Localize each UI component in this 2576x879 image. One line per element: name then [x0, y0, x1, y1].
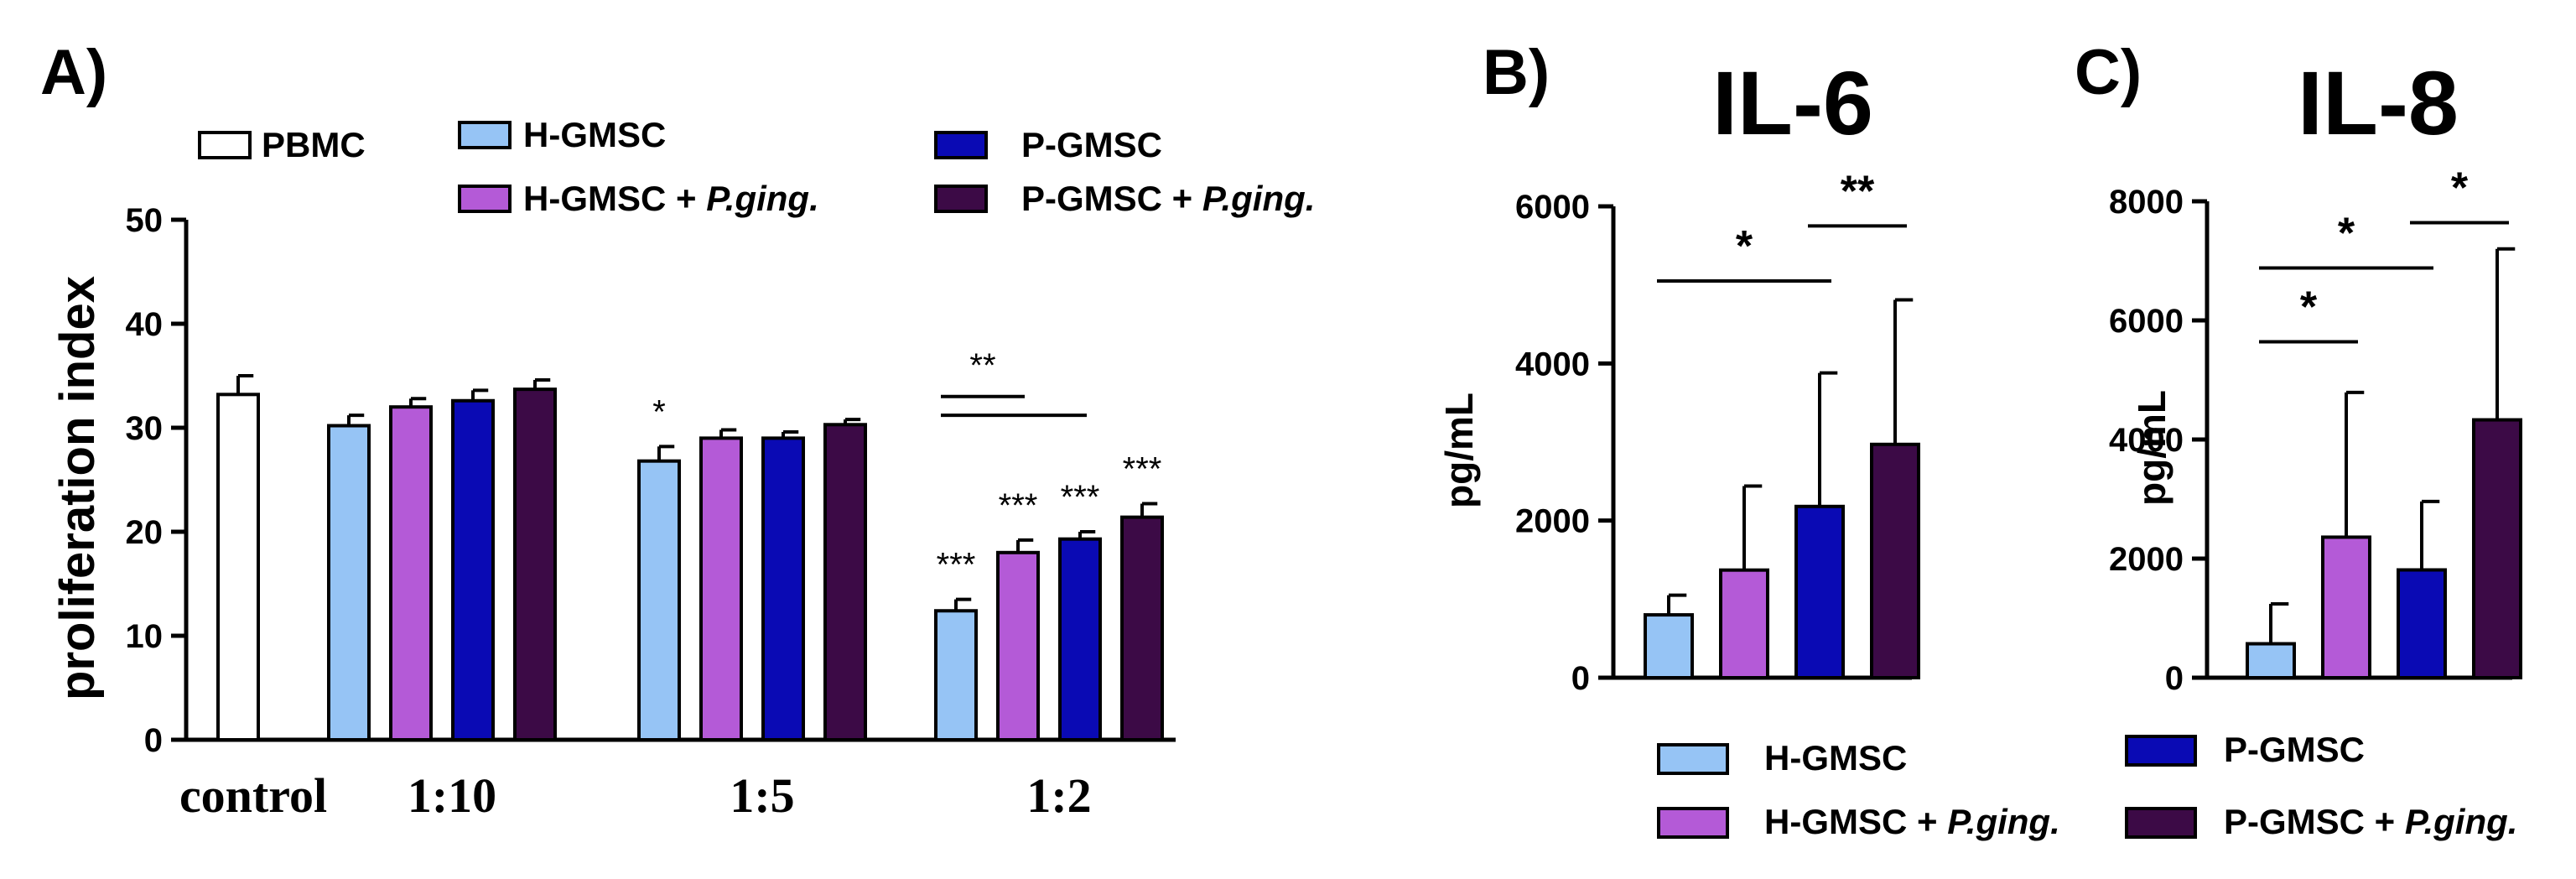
chart-a-category-label: 1:10 [408, 768, 496, 823]
chart-a-y-tick-label: 10 [126, 618, 164, 655]
legend-a-label-p-gmsc-pging: P-GMSC + P.ging. [1021, 179, 1315, 218]
chart-c: 0 2000 4000 6000 8000 pg/mL * * * [2109, 164, 2522, 697]
legend-bc-label-h-gmsc-pging: H-GMSC + P.ging. [1764, 802, 2060, 841]
chart-c-sig-label: * [2338, 210, 2355, 258]
legend-a-item-pbmc: PBMC [198, 125, 366, 164]
chart-a-bar-1-5-h-gmsc-plus-p-ging [699, 436, 743, 742]
chart-a-sig-label: *** [1061, 479, 1100, 516]
chart-a-bar-control-pbmc [216, 393, 260, 741]
panel-label-c: C) [2075, 37, 2142, 108]
chart-a-y-tick-label: 20 [126, 514, 164, 551]
chart-a-sig-label: * [652, 393, 666, 430]
chart-c-y-tick-label: 6000 [2109, 303, 2184, 340]
chart-b-y-tick-label: 0 [1571, 660, 1590, 697]
chart-a-bar-1-10-h-gmsc [327, 424, 371, 741]
legend-bc: H-GMSC H-GMSC + P.ging. P-GMSC P-GMSC + … [1657, 730, 2517, 841]
panel-label-a: A) [40, 37, 107, 108]
legend-bc-swatch-p-gmsc [2125, 735, 2197, 767]
legend-a-swatch-h-gmsc-pging [458, 185, 512, 213]
chart-c-y-axis-label: pg/mL [2130, 390, 2174, 506]
chart-a-bar-1-2-h-gmsc [934, 609, 978, 741]
chart-a-bar-1-5-p-gmsc [761, 436, 805, 742]
chart-c-bar-p-gmsc-plus-p-ging [2472, 418, 2522, 679]
chart-a-sig-label: *** [937, 547, 976, 584]
chart-a-sig-label: *** [999, 487, 1038, 524]
chart-a-category-label: control [179, 768, 327, 823]
chart-a-y-tick-label: 40 [126, 306, 164, 343]
chart-b-bar-h-gmsc [1644, 613, 1694, 679]
chart-a-bar-1-5-h-gmsc [637, 459, 681, 741]
chart-c-bar-h-gmsc-plus-p-ging [2321, 535, 2371, 679]
chart-b-y-tick-label: 6000 [1515, 189, 1590, 226]
chart-b-y-tick-label: 2000 [1515, 503, 1590, 540]
chart-b-sig-label: ** [1841, 167, 1875, 216]
legend-a-swatch-h-gmsc [458, 121, 512, 149]
legend-bc-item-p-gmsc: P-GMSC [2125, 730, 2365, 769]
legend-a-label-h-gmsc-pging: H-GMSC + P.ging. [523, 179, 819, 218]
chart-a-bar-1-2-p-gmsc [1058, 537, 1102, 741]
legend-bc-label-p-gmsc: P-GMSC [2224, 730, 2365, 769]
chart-a-sig-label: *** [1123, 451, 1162, 488]
chart-a-bar-1-10-h-gmsc-plus-p-ging [389, 405, 433, 741]
legend-bc-swatch-p-gmsc-pging [2125, 807, 2197, 839]
legend-a-swatch-pbmc [198, 131, 252, 159]
chart-a-y-tick-label: 0 [144, 722, 163, 759]
legend-a: PBMC H-GMSC H-GMSC + P.ging. P-GMSC P-GM… [198, 115, 1315, 218]
legend-bc-item-h-gmsc: H-GMSC [1657, 738, 1907, 778]
chart-a-y-tick-label: 50 [126, 202, 164, 239]
legend-bc-item-h-gmsc-pging: H-GMSC + P.ging. [1657, 802, 2060, 841]
legend-bc-swatch-h-gmsc-pging [1657, 807, 1729, 839]
chart-b-sig-label: * [1736, 222, 1753, 271]
chart-b-y-axis-label: pg/mL [1437, 393, 1481, 508]
chart-a-y-tick-label: 30 [126, 410, 164, 447]
chart-a-bar-1-2-p-gmsc-plus-p-ging [1120, 515, 1164, 741]
legend-a-label-h-gmsc: H-GMSC [523, 115, 666, 154]
chart-c-bar-p-gmsc [2397, 568, 2447, 679]
legend-bc-swatch-h-gmsc [1657, 743, 1729, 775]
chart-a-category-label: 1:5 [730, 768, 794, 823]
chart-a-bar-1-5-p-gmsc-plus-p-ging [823, 423, 867, 741]
chart-a-bar-1-10-p-gmsc [451, 398, 495, 741]
chart-c-y-tick-label: 0 [2165, 660, 2184, 697]
chart-c-sig-label: * [2300, 283, 2318, 332]
chart-a-bar-1-2-h-gmsc-plus-p-ging [996, 550, 1040, 741]
legend-bc-label-p-gmsc-pging: P-GMSC + P.ging. [2224, 802, 2517, 841]
chart-c-y-tick-label: 4000 [2109, 422, 2184, 459]
legend-a-item-p-gmsc: P-GMSC [934, 125, 1162, 164]
chart-b-bar-h-gmsc-plus-p-ging [1719, 568, 1769, 680]
legend-a-swatch-p-gmsc [934, 131, 988, 159]
legend-a-label-p-gmsc: P-GMSC [1021, 125, 1162, 164]
legend-a-item-h-gmsc-pging: H-GMSC + P.ging. [458, 179, 819, 218]
chart-a-y-axis-label: proliferation index [50, 276, 105, 700]
chart-c-bar-h-gmsc [2246, 642, 2296, 680]
chart-b-bar-p-gmsc-plus-p-ging [1870, 442, 1920, 679]
chart-c-sig-label: * [2451, 164, 2469, 213]
legend-a-item-h-gmsc: H-GMSC [458, 115, 666, 154]
chart-c-y-tick-label: 8000 [2109, 184, 2184, 221]
chart-b-y-tick-label: 4000 [1515, 346, 1590, 382]
legend-bc-label-h-gmsc: H-GMSC [1764, 738, 1907, 778]
legend-a-label-pbmc: PBMC [262, 125, 366, 164]
chart-b-bar-p-gmsc [1794, 504, 1845, 679]
chart-c-title: IL-8 [2298, 52, 2459, 153]
chart-a-bar-1-10-p-gmsc-plus-p-ging [513, 387, 557, 741]
chart-a-sig-label: ** [969, 347, 995, 384]
chart-c-y-tick-label: 2000 [2109, 541, 2184, 578]
legend-a-swatch-p-gmsc-pging [934, 185, 988, 213]
legend-a-item-p-gmsc-pging: P-GMSC + P.ging. [934, 179, 1315, 218]
chart-a-category-label: 1:2 [1026, 768, 1091, 823]
legend-bc-item-p-gmsc-pging: P-GMSC + P.ging. [2125, 802, 2517, 841]
panel-label-b: B) [1483, 37, 1550, 108]
chart-b-title: IL-6 [1712, 52, 1873, 153]
